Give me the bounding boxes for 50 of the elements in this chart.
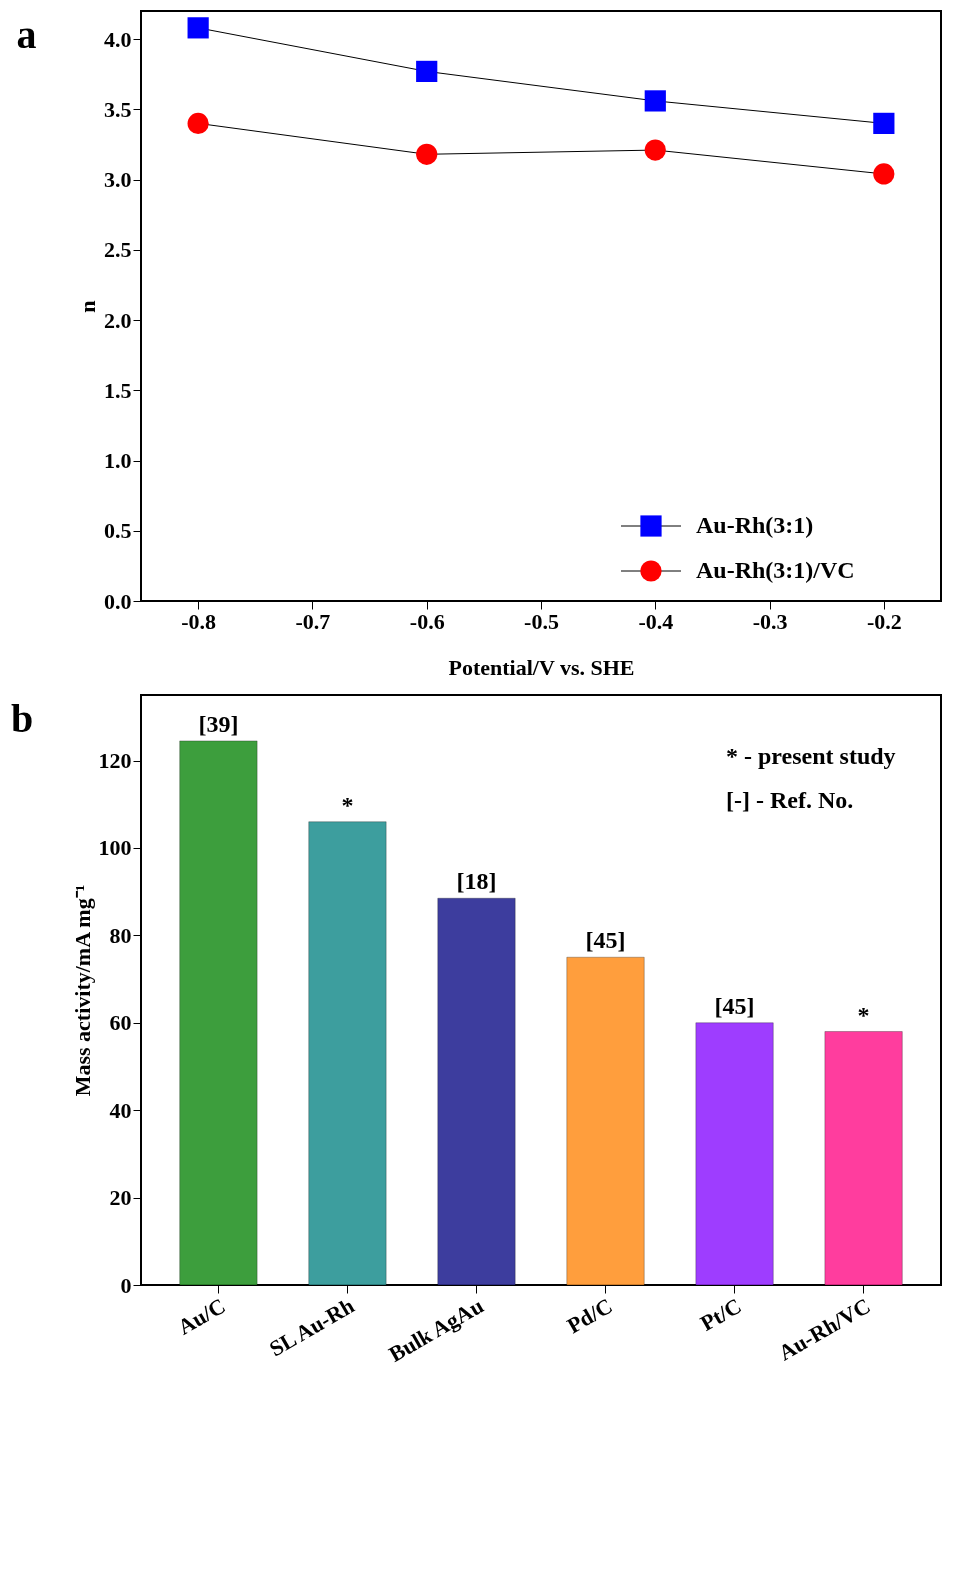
y-axis-title: Mass activity/mA mg⁻¹ [69,884,95,1097]
y-tick-label: 0.5 [104,518,132,544]
point [187,112,209,134]
x-tick-label: Pt/C [696,1292,746,1336]
x-tick-label: -0.5 [524,608,559,634]
y-tick-label: 1.5 [104,377,132,403]
x-tick-label: -0.3 [752,608,788,634]
chart-title: a [16,12,37,57]
annotation: [39] [198,710,239,737]
x-axis-title: Potential/V vs. SHE [448,654,635,680]
x-tick-label: -0.4 [638,608,674,634]
point [644,139,666,161]
annotation: [18] [456,868,497,895]
annotation: * [857,1001,870,1028]
y-tick-label: 20 [109,1185,132,1211]
annotation: * - present study [726,743,896,769]
y-tick-label: 2.0 [104,307,132,333]
x-tick-label: Au/C [173,1292,230,1340]
y-tick-label: 2.5 [104,237,132,263]
x-tick-label: -0.7 [295,608,331,634]
y-tick-label: 60 [109,1010,132,1036]
y-tick-label: 4.0 [104,26,132,52]
x-tick-label: Pd/C [562,1292,617,1339]
x-tick-label: -0.8 [181,608,217,634]
y-tick-label: 0 [120,1272,132,1298]
y-tick-label: 1.0 [104,448,132,474]
legend-label: Au-Rh(3:1) [696,512,814,538]
point [873,163,895,185]
y-tick-label: 0.0 [104,588,132,614]
point [187,17,209,39]
y-axis-title: n [75,300,100,313]
annotation: * [341,791,354,818]
annotation: [45] [714,992,755,1019]
x-tick-label: -0.6 [409,608,445,634]
point [644,90,666,112]
y-tick-label: 3.0 [104,167,132,193]
annotation: [45] [585,927,626,954]
y-tick-label: 100 [98,835,132,861]
y-tick-label: 40 [109,1097,132,1123]
point [416,60,438,83]
point [873,112,895,134]
y-tick-label: 80 [109,922,132,948]
annotation: [-] - Ref. No. [726,787,854,813]
chart-title: b [11,696,34,741]
legend-label: Au-Rh(3:1)/VC [696,557,855,583]
x-tick-label: Bulk AgAu [384,1292,488,1367]
y-tick-label: 120 [98,748,132,774]
point [416,143,438,165]
x-tick-label: -0.2 [866,608,902,634]
y-tick-label: 3.5 [104,96,132,122]
